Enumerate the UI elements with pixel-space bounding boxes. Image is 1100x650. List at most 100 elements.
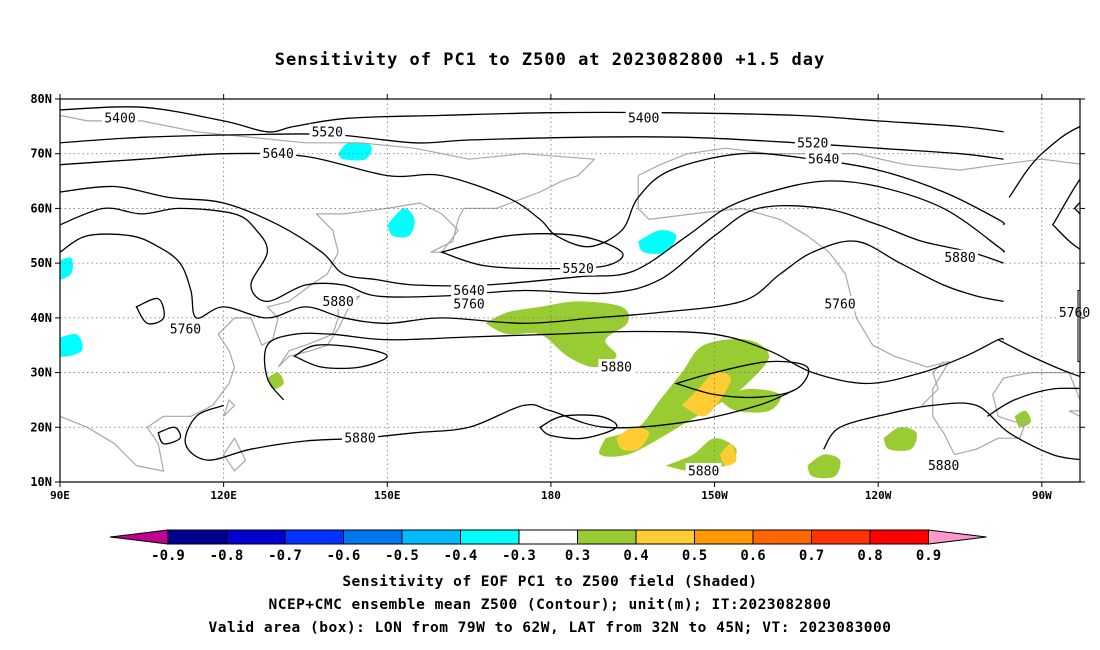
colorbar-segment — [869, 529, 929, 545]
lat-tick-label: 70N — [30, 147, 52, 161]
contour-label-bg — [342, 430, 378, 446]
contour-label: 5760 — [170, 322, 201, 337]
contour-label: 5640 — [263, 147, 294, 162]
colorbar-label: 0.7 — [799, 548, 824, 564]
colorbar-label: -0.6 — [327, 548, 361, 564]
shaded-patch — [665, 438, 737, 472]
lat-tick-label: 80N — [30, 92, 52, 106]
contour-label: 5640 — [453, 284, 484, 299]
map-frame — [59, 98, 1081, 483]
shaded-patch — [720, 388, 781, 413]
coastline — [60, 114, 596, 472]
lon-tick-label: 150E — [374, 489, 401, 502]
sensitivity-shading — [60, 142, 1032, 479]
coastline — [277, 295, 361, 368]
colorbar-label: -0.7 — [268, 548, 302, 564]
colorbar-segment — [167, 529, 227, 545]
z500-contour — [997, 339, 1080, 378]
contour-label: 5640 — [808, 153, 839, 168]
contour-label: 5880 — [344, 432, 375, 447]
colorbar-label: 0.8 — [857, 548, 882, 564]
colorbar-label: 0.5 — [682, 548, 707, 564]
colorbar-min-triangle — [109, 529, 169, 545]
z500-contour — [1051, 178, 1080, 251]
shaded-patch — [60, 257, 73, 280]
lat-tick-label: 40N — [30, 311, 52, 325]
colorbar-segment — [284, 529, 344, 545]
coastline — [223, 437, 247, 472]
caption-shading: Sensitivity of EOF PC1 to Z500 field (Sh… — [342, 574, 758, 590]
contour-label-bg — [451, 296, 488, 312]
gridlines — [60, 99, 1080, 482]
colorbar-label: -0.9 — [151, 548, 185, 564]
colorbar-label: -0.5 — [385, 548, 419, 564]
colorbar-segment — [343, 529, 403, 545]
lon-tick-label: 150W — [701, 489, 728, 502]
shaded-patch — [681, 371, 731, 417]
axis-ticks — [55, 94, 1085, 487]
contour-label-bg — [167, 320, 204, 336]
contour-label-bg — [805, 151, 842, 167]
contour-label-bg — [309, 123, 346, 139]
shaded-patch — [1014, 410, 1032, 428]
contour-label-bg — [625, 110, 662, 126]
contour-label-bg — [560, 260, 597, 276]
lon-tick-label: 90W — [1032, 489, 1052, 502]
shaded-patch — [883, 427, 917, 451]
contour-label: 5760 — [824, 298, 855, 313]
colorbar-segment — [577, 529, 637, 545]
chart-title: Sensitivity of PC1 to Z500 at 2023082800… — [274, 50, 826, 70]
colorbar-label: 0.6 — [740, 548, 765, 564]
lon-tick-label: 120W — [865, 489, 892, 502]
contour-label: 5880 — [944, 251, 975, 266]
contour-label: 5520 — [312, 125, 343, 140]
contour-label-bg — [598, 359, 635, 375]
contour-label: 5880 — [601, 361, 632, 376]
z500-contour — [439, 233, 624, 270]
caption-valid-area: Valid area (box): LON from 79W to 62W, L… — [208, 620, 892, 636]
contour-label-bg — [1056, 304, 1093, 320]
coastline — [223, 399, 236, 417]
contour-label-bg — [260, 145, 297, 161]
colorbar-segment — [811, 529, 871, 545]
contour-label: 5520 — [563, 262, 594, 277]
contour-label: 5880 — [928, 459, 959, 474]
z500-contour — [1008, 125, 1080, 198]
lat-tick-label: 10N — [30, 475, 52, 489]
z500-contour — [60, 233, 1004, 324]
z500-contour — [986, 387, 1080, 417]
lat-tick-label: 30N — [30, 366, 52, 380]
lat-tick-label: 50N — [30, 256, 52, 270]
z500-contour — [292, 344, 388, 370]
z500-contour — [184, 388, 797, 461]
colorbar-segment — [460, 529, 520, 545]
colorbar-segment — [752, 529, 812, 545]
shaded-patch — [807, 454, 841, 479]
lon-tick-label: 90E — [50, 489, 70, 502]
contour-label-bg — [451, 282, 488, 298]
shaded-patch — [720, 443, 737, 466]
z500-contour — [60, 205, 1004, 303]
lon-tick-label: 180 — [541, 489, 561, 502]
shaded-patch — [387, 208, 415, 238]
contour-label: 5520 — [797, 136, 828, 151]
z500-contour — [1096, 356, 1100, 370]
colorbar-segment — [635, 529, 695, 545]
contour-label: 5880 — [323, 295, 354, 310]
z500-contour-labels: 5400552056405400552056405760588055205640… — [102, 110, 1093, 480]
lat-tick-label: 60N — [30, 201, 52, 215]
colorbar-label: -0.3 — [502, 548, 536, 564]
contour-label-bg — [942, 249, 978, 265]
latitude-labels: 80N 70N 60N 50N 40N 30N 20N 10N — [30, 92, 52, 489]
z500-contour — [674, 360, 810, 399]
contour-label-bg — [822, 296, 858, 312]
contour-label-bg — [685, 463, 722, 479]
colorbar-label: 0.3 — [565, 548, 590, 564]
colorbar-segment — [694, 529, 754, 545]
contour-label-bg — [925, 457, 962, 473]
z500-contour — [60, 133, 1004, 160]
colorbar-label: -0.8 — [210, 548, 244, 564]
shaded-patch — [267, 372, 284, 390]
z500-contour — [263, 330, 1005, 401]
z500-contour — [157, 426, 182, 445]
